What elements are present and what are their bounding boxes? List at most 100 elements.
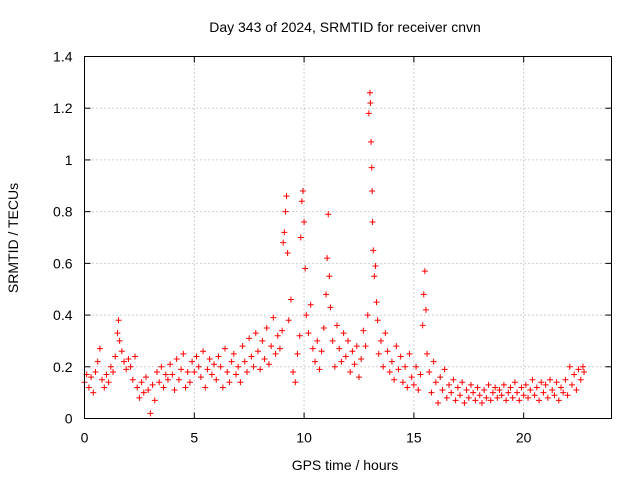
data-point <box>301 218 308 225</box>
data-point <box>368 138 375 145</box>
data-point <box>233 371 240 378</box>
data-point <box>175 376 182 383</box>
data-point <box>294 350 301 357</box>
data-point <box>533 384 540 391</box>
data-point <box>287 296 294 303</box>
data-point <box>145 387 152 394</box>
data-point <box>263 325 270 331</box>
data-point <box>147 410 154 417</box>
data-point <box>99 376 106 383</box>
data-point <box>254 348 261 355</box>
data-point <box>547 376 554 383</box>
data-point <box>197 374 204 381</box>
data-point <box>446 381 453 388</box>
data-point <box>305 330 312 337</box>
x-tick-label: 5 <box>190 430 198 446</box>
data-point <box>140 389 147 396</box>
y-tick-label: 0.8 <box>53 204 73 220</box>
data-point <box>327 304 334 311</box>
data-point <box>241 358 248 365</box>
data-point <box>525 394 532 401</box>
data-point <box>369 187 376 194</box>
data-point <box>439 387 446 394</box>
data-point <box>349 348 356 355</box>
y-tick-label: 0.2 <box>53 359 73 375</box>
data-point <box>151 397 158 404</box>
data-point <box>132 353 139 360</box>
data-point <box>153 368 160 375</box>
data-point <box>279 327 286 334</box>
data-point <box>435 399 442 406</box>
data-point <box>370 247 377 254</box>
data-point <box>118 348 125 355</box>
data-point <box>156 379 163 386</box>
data-point <box>222 345 229 352</box>
data-point <box>522 381 529 388</box>
data-points <box>81 89 588 417</box>
data-point <box>408 374 415 381</box>
data-point <box>470 389 477 396</box>
data-point <box>248 353 255 360</box>
data-point <box>215 353 222 360</box>
data-point <box>422 306 429 313</box>
data-point <box>296 332 303 339</box>
data-point <box>261 356 268 363</box>
data-point <box>402 363 409 370</box>
data-point <box>564 392 571 399</box>
data-point <box>529 376 536 383</box>
data-point <box>110 368 117 375</box>
data-point <box>96 345 103 352</box>
data-point <box>514 389 521 396</box>
data-point <box>474 384 481 391</box>
data-point <box>505 389 512 396</box>
data-point <box>292 379 299 386</box>
data-point <box>257 366 264 373</box>
data-point <box>283 193 290 200</box>
data-point <box>364 312 371 319</box>
data-point <box>367 100 374 107</box>
data-point <box>509 394 516 401</box>
data-point <box>374 317 381 324</box>
data-point <box>121 358 128 365</box>
data-point <box>252 330 259 337</box>
data-point <box>406 350 413 357</box>
y-tick-label: 1.2 <box>53 100 73 116</box>
data-point <box>432 379 439 386</box>
data-point <box>213 376 220 383</box>
data-point <box>105 379 112 386</box>
data-point <box>112 353 119 360</box>
data-point <box>224 368 231 375</box>
data-point <box>138 379 145 386</box>
data-point <box>393 343 400 350</box>
data-point <box>85 384 92 391</box>
data-point <box>298 198 305 205</box>
data-point <box>581 368 588 375</box>
data-point <box>340 330 347 337</box>
data-point <box>424 350 431 357</box>
data-point <box>316 366 323 373</box>
data-point <box>555 397 562 404</box>
data-point <box>498 392 505 399</box>
data-point <box>562 376 569 383</box>
data-point <box>542 381 549 388</box>
y-tick-labels: 0 0.2 0.4 0.6 0.8 1 1.2 1.4 <box>53 49 73 427</box>
data-point <box>268 343 275 350</box>
y-tick-label: 0.4 <box>53 307 73 323</box>
x-tick-label: 15 <box>406 430 422 446</box>
data-point <box>560 389 567 396</box>
data-point <box>285 317 292 324</box>
data-point <box>235 363 242 370</box>
data-point <box>101 384 108 391</box>
data-point <box>178 366 185 373</box>
data-point <box>123 366 130 373</box>
data-point <box>191 368 198 375</box>
data-point <box>219 384 226 391</box>
data-point <box>404 384 411 391</box>
data-point <box>243 368 250 375</box>
data-point <box>377 337 384 344</box>
grid-lines <box>84 56 612 419</box>
data-point <box>531 392 538 399</box>
data-point <box>351 361 358 368</box>
axis-ticks <box>84 56 612 419</box>
